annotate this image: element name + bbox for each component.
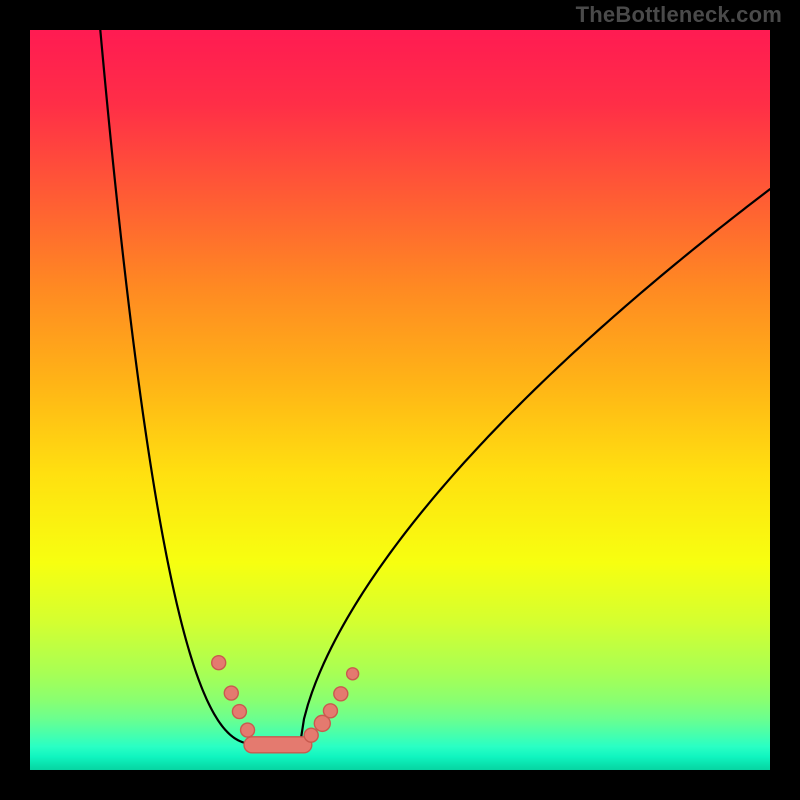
marker-dot <box>304 728 318 742</box>
chart-plot <box>30 30 770 770</box>
marker-dot <box>334 687 348 701</box>
marker-dot <box>232 705 246 719</box>
marker-dot <box>323 704 337 718</box>
marker-dot <box>212 656 226 670</box>
marker-dot <box>224 686 238 700</box>
outer-frame: TheBottleneck.com <box>0 0 800 800</box>
marker-dot <box>347 668 359 680</box>
watermark-text: TheBottleneck.com <box>576 2 782 28</box>
marker-dot <box>241 723 255 737</box>
marker-bottom-pill <box>244 737 312 753</box>
